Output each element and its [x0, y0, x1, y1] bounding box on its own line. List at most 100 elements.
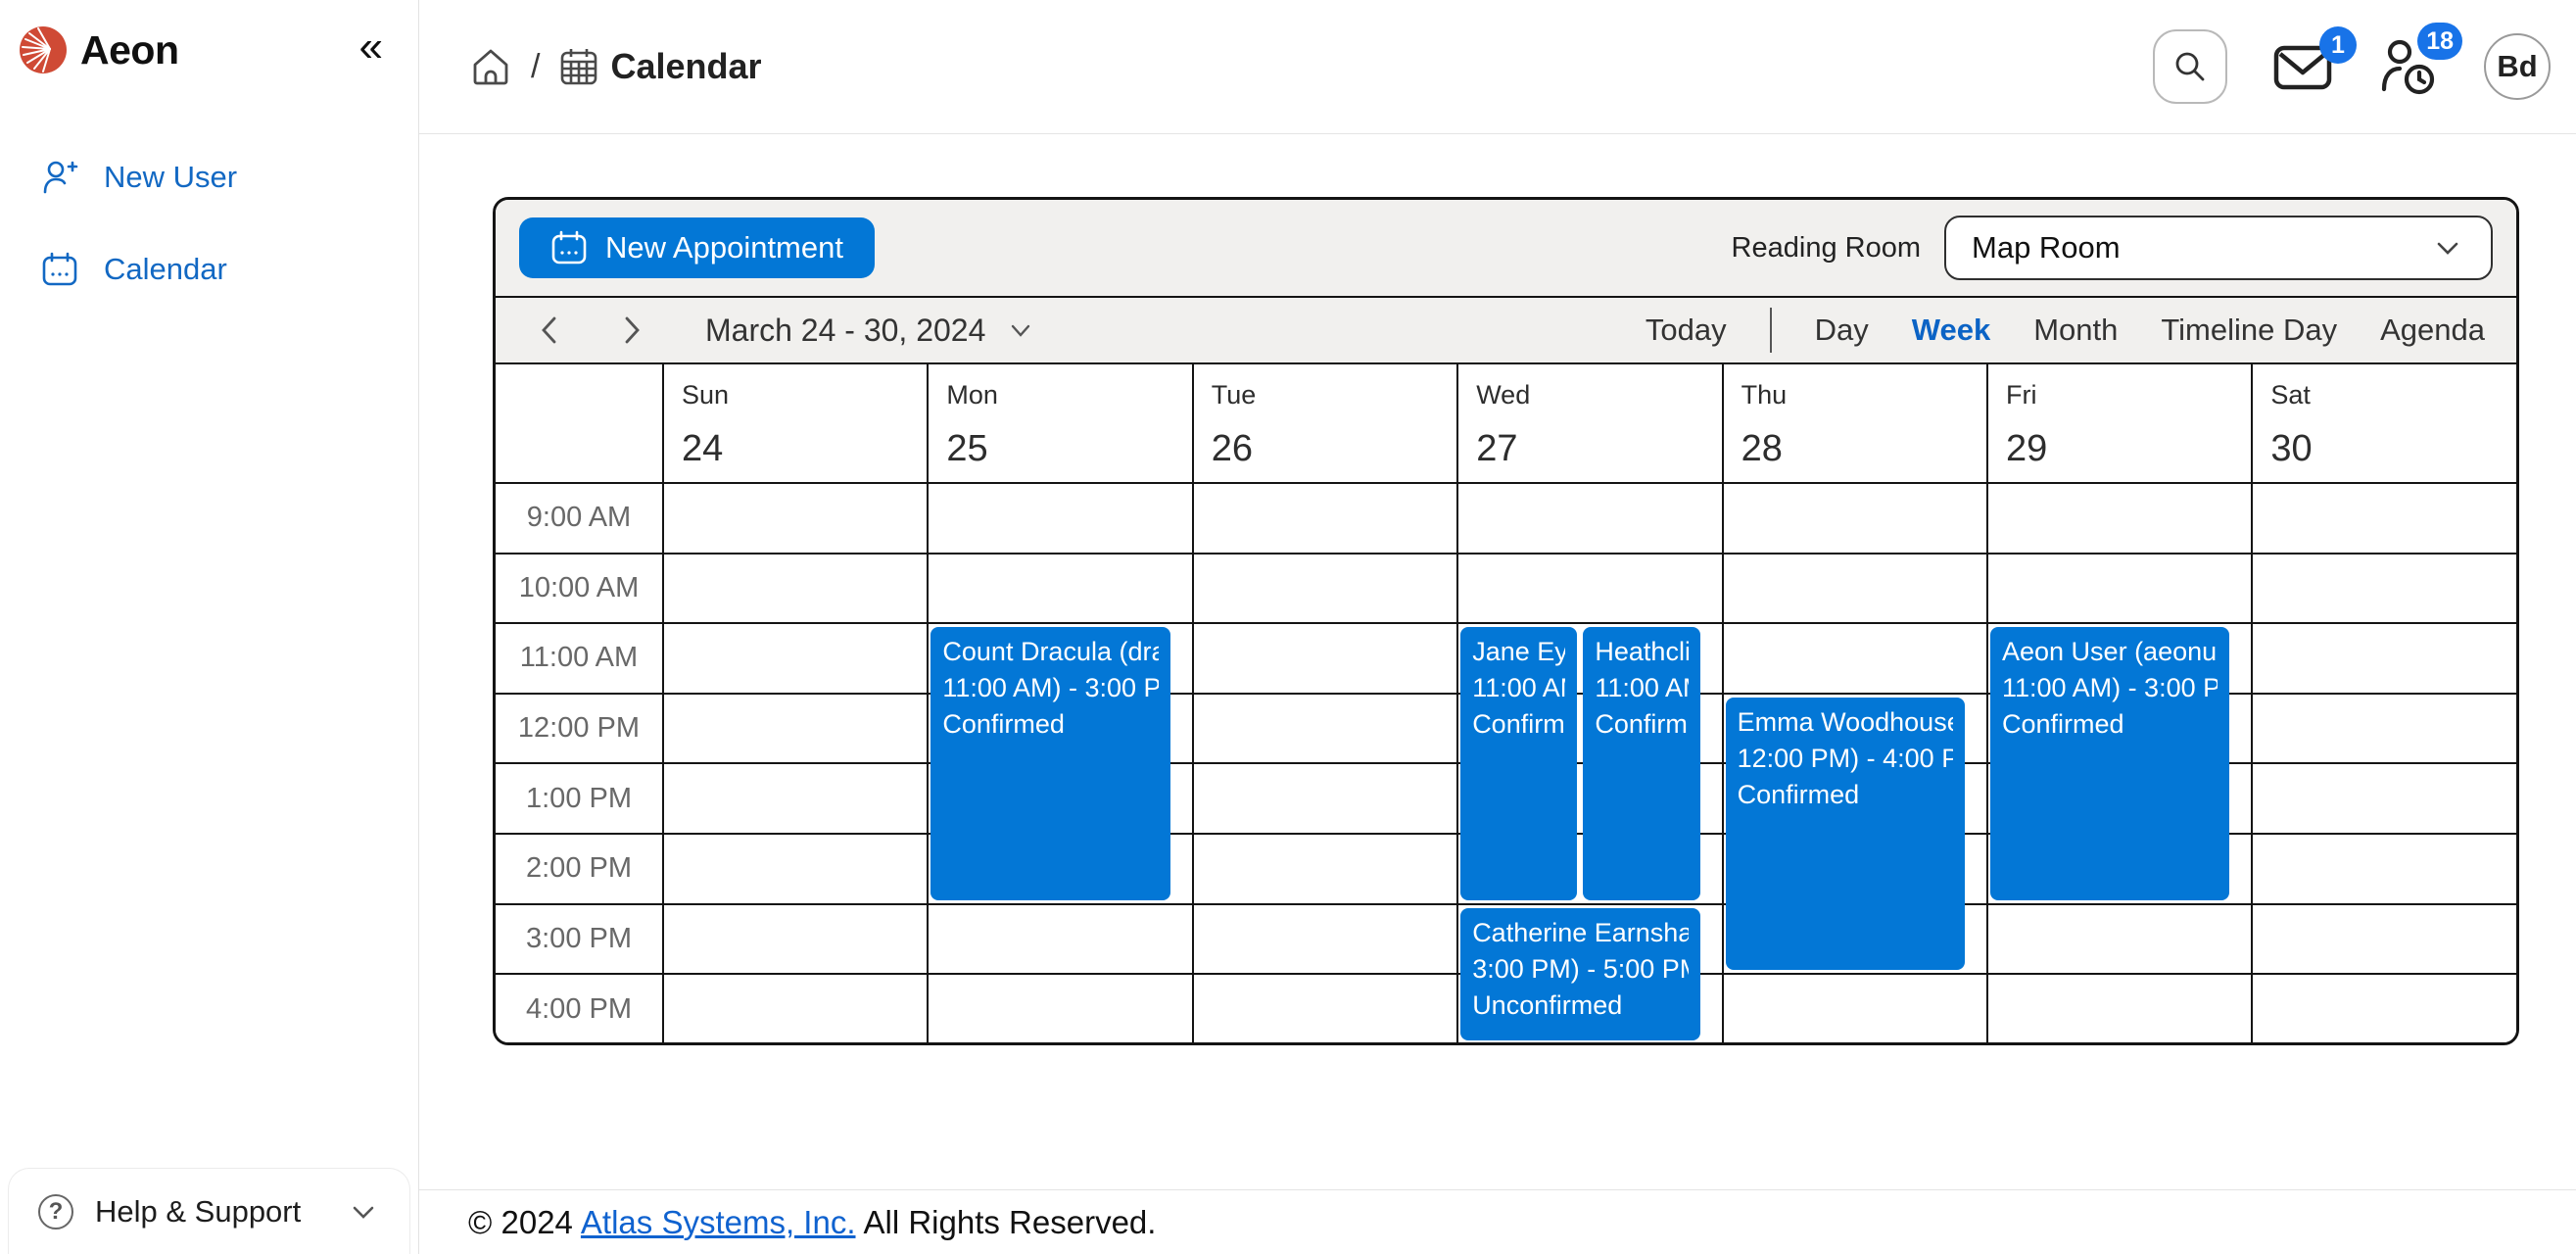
app-title: Aeon: [80, 26, 179, 72]
day-number: 29: [2006, 428, 2048, 469]
view-tab-week[interactable]: Week: [1911, 313, 1991, 347]
page-title: Calendar: [610, 46, 762, 86]
time-slot-cell[interactable]: [664, 555, 928, 625]
time-slot-cell[interactable]: [2253, 975, 2515, 1042]
view-tab-day[interactable]: Day: [1814, 313, 1869, 347]
reading-room-select[interactable]: Map Room: [1944, 216, 2493, 280]
view-tab-agenda[interactable]: Agenda: [2380, 313, 2485, 347]
view-tab-month[interactable]: Month: [2033, 313, 2119, 347]
logo-row: Aeon «: [0, 0, 418, 74]
day-header-mon: Mon 25: [927, 364, 1191, 482]
reading-room-label: Reading Room: [1731, 231, 1921, 264]
day-header-wed: Wed 27: [1456, 364, 1721, 482]
event-status: Confirmed: [1737, 779, 1860, 809]
time-slot-cell[interactable]: [2253, 764, 2516, 835]
day-number: 24: [682, 428, 724, 469]
event-title: Catherine Earnshaw (: [1472, 917, 1688, 947]
appointment-event[interactable]: Emma Woodhouse (e 12:00 PM) - 4:00 PM) Con…: [1725, 697, 1965, 971]
time-slot-cell[interactable]: [1723, 905, 1986, 976]
time-slot-cell[interactable]: [664, 905, 928, 976]
time-slot-cell[interactable]: [2253, 905, 2516, 976]
home-icon[interactable]: [468, 44, 513, 89]
time-slot-cell[interactable]: [2253, 624, 2516, 695]
previous-week-button[interactable]: [527, 307, 574, 354]
time-slot-cell[interactable]: [1458, 555, 1722, 625]
sidebar-item-calendar[interactable]: Calendar: [0, 231, 418, 308]
time-slot-cell[interactable]: [1458, 484, 1722, 555]
time-slot-cell[interactable]: [1723, 624, 1986, 695]
time-slot-cell[interactable]: [1723, 555, 1986, 625]
time-slot-cell[interactable]: [1988, 484, 2252, 555]
time-slot-cell[interactable]: [1724, 975, 1986, 1042]
time-slot-cell[interactable]: [664, 835, 928, 905]
day-column-tue: [1191, 484, 1457, 1042]
time-slot-cell[interactable]: [929, 905, 1192, 976]
time-slot-cell[interactable]: [1193, 905, 1457, 976]
time-slot-cell[interactable]: [664, 624, 928, 695]
time-slot-cell[interactable]: [664, 975, 927, 1042]
event-status: Confirmed: [1472, 709, 1565, 740]
time-slot-cell[interactable]: [1193, 555, 1457, 625]
time-slot-cell[interactable]: [2253, 835, 2516, 905]
chevron-down-icon: [353, 1206, 374, 1219]
appointment-event[interactable]: Heathcliff 11:00 AM) Confirmed: [1583, 627, 1700, 900]
view-switcher: Today Day Week Month Timeline Day Agenda: [1646, 308, 2485, 353]
time-slot-cell[interactable]: [2253, 484, 2516, 555]
time-slot-cell[interactable]: [1723, 484, 1986, 555]
time-slot-cell[interactable]: [1194, 975, 1456, 1042]
appointment-event[interactable]: Catherine Earnshaw (3:00 PM) - 5:00 PM) U…: [1460, 907, 1700, 1040]
time-slot-cell[interactable]: [1988, 975, 2251, 1042]
time-slot-cell[interactable]: [929, 975, 1191, 1042]
day-name: Sun: [682, 380, 730, 410]
date-range-picker[interactable]: March 24 - 30, 2024: [705, 313, 1036, 349]
time-slot-cell[interactable]: [929, 835, 1192, 905]
time-slot-cell[interactable]: [664, 484, 928, 555]
time-slot-cell[interactable]: [664, 695, 928, 765]
appointment-event[interactable]: Aeon User (aeonuser) 11:00 AM) - 3:00 PM)…: [1990, 627, 2230, 900]
time-slot-cell[interactable]: [1988, 835, 2252, 905]
time-slot-cell[interactable]: [1193, 695, 1457, 765]
time-slot-cell[interactable]: [1988, 905, 2252, 976]
time-label: 3:00 PM: [496, 905, 662, 976]
time-slot-cell[interactable]: [1458, 835, 1722, 905]
day-number: 25: [946, 428, 988, 469]
calendar-grid: 9:00 AM 10:00 AM 11:00 AM 12:00 PM 1:00 PM 2:…: [496, 484, 2516, 1042]
time-slot-cell[interactable]: [1193, 624, 1457, 695]
today-button[interactable]: Today: [1645, 313, 1727, 347]
day-column-sun: [662, 484, 928, 1042]
user-queue-button[interactable]: 18: [2378, 23, 2462, 95]
time-slot-cell[interactable]: [1988, 555, 2252, 625]
new-appointment-button[interactable]: New Appointment: [519, 217, 875, 278]
user-queue-badge: 18: [2417, 23, 2462, 60]
day-name: Wed: [1476, 380, 1531, 410]
avatar[interactable]: Bd: [2484, 33, 2551, 100]
search-button[interactable]: [2153, 29, 2227, 104]
time-slot-cell[interactable]: [2253, 555, 2516, 625]
time-slot-cell[interactable]: [664, 764, 928, 835]
day-number: 27: [1476, 428, 1518, 469]
user-plus-icon: [43, 161, 78, 194]
date-range-label: March 24 - 30, 2024: [705, 312, 986, 348]
help-support[interactable]: ? Help & Support: [8, 1168, 410, 1254]
appointment-event[interactable]: Count Dracula (dracu 11:00 AM) - 3:00 PM)…: [930, 627, 1170, 900]
event-time: 11:00 AM) - 3:00 PM): [2002, 673, 2218, 703]
time-slot-cell[interactable]: [1193, 835, 1457, 905]
day-number: 28: [1741, 428, 1783, 469]
time-slot-cell[interactable]: [1193, 764, 1457, 835]
time-slot-cell[interactable]: [1193, 484, 1457, 555]
sidebar-item-new-user[interactable]: New User: [0, 139, 418, 216]
calendar-panel: New Appointment Reading Room Map Room Ma…: [493, 197, 2519, 1045]
time-slot-cell[interactable]: [929, 484, 1192, 555]
reading-room-value: Map Room: [1972, 230, 2121, 265]
sidebar-nav: New User Calendar: [0, 139, 418, 308]
sidebar-collapse-icon[interactable]: «: [358, 23, 383, 71]
atlas-systems-link[interactable]: Atlas Systems, Inc.: [580, 1203, 856, 1240]
time-label: 11:00 AM: [496, 624, 662, 695]
next-week-button[interactable]: [607, 307, 654, 354]
time-slot-cell[interactable]: [929, 555, 1192, 625]
event-title: Count Dracula (dracu: [942, 637, 1158, 667]
appointment-event[interactable]: Jane Eyre 11:00 AM) Confirmed: [1460, 627, 1578, 900]
time-slot-cell[interactable]: [2253, 695, 2516, 765]
view-tab-timeline-day[interactable]: Timeline Day: [2161, 313, 2338, 347]
messages-button[interactable]: 1: [2272, 26, 2357, 91]
